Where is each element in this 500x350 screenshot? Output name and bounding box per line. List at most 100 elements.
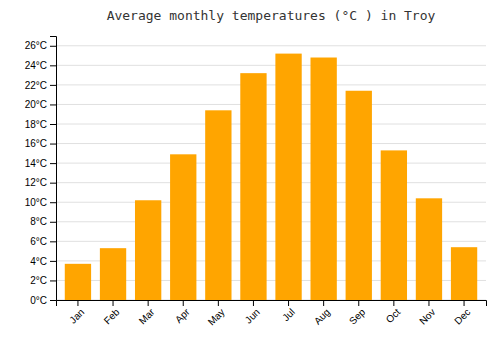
grid-line (56, 65, 486, 66)
tick-mark (113, 300, 114, 306)
y-tick: 12°C (25, 177, 56, 188)
tick-mark (50, 46, 56, 47)
grid-line (56, 104, 486, 105)
tick-mark (77, 300, 78, 306)
bar (310, 58, 336, 300)
bar (240, 73, 266, 300)
y-tick: 10°C (25, 197, 56, 208)
tick-label: Jun (243, 306, 262, 325)
bar (451, 247, 477, 300)
tick-mark (288, 300, 289, 306)
x-tick: Sep (347, 300, 368, 327)
chart-container: 0°C 2°C 4°C 6°C 8°C 10°C 12°C 14°C 16°C 18°C 20°C 2… (0, 0, 500, 350)
grid-line (56, 182, 486, 183)
tick-mark (50, 280, 56, 281)
tick-label: Oct (384, 306, 403, 325)
x-tick: Jul (280, 300, 297, 323)
tick-mark (50, 202, 56, 203)
tick-label: 2°C (30, 275, 47, 286)
bar (100, 248, 126, 300)
tick-mark (183, 300, 184, 306)
grid-line (56, 124, 486, 125)
x-tick: Aug (312, 300, 332, 327)
y-tick: 20°C (25, 99, 56, 110)
bar (135, 200, 161, 300)
tick-mark (50, 183, 56, 184)
tick-label: Jan (67, 306, 86, 325)
x-tick: Mar (137, 300, 157, 326)
tick-label: 4°C (30, 256, 47, 267)
tick-label: 24°C (25, 60, 47, 71)
tick-label: 14°C (25, 158, 47, 169)
y-tick: 18°C (25, 119, 56, 130)
bar (170, 154, 196, 300)
grid-line (56, 163, 486, 164)
tick-label: 20°C (25, 99, 47, 110)
x-axis: Jan Feb Mar Apr May Jun Jul Aug Sep Oct Nov Dec (57, 300, 487, 328)
tick-mark (50, 144, 56, 145)
tick-mark (464, 300, 465, 306)
tick-label: 16°C (25, 138, 47, 149)
tick-mark (50, 241, 56, 242)
tick-mark (148, 300, 149, 306)
y-tick: 24°C (25, 60, 56, 71)
tick-label: Feb (102, 306, 122, 326)
y-tick: 4°C (30, 256, 56, 267)
x-tick: Apr (173, 300, 192, 325)
x-tick: Jan (67, 300, 86, 326)
x-tick: Jun (243, 300, 262, 326)
tick-mark (50, 163, 56, 164)
tick-label: Jul (280, 306, 297, 323)
x-tick: Dec (452, 300, 472, 327)
bar (346, 91, 372, 300)
x-tick: Oct (384, 300, 403, 325)
tick-label: 18°C (25, 119, 47, 130)
tick-label: Sep (347, 306, 368, 327)
tick-label: 22°C (25, 80, 47, 91)
grid-line (56, 45, 486, 46)
y-tick: 14°C (25, 158, 56, 169)
tick-mark (50, 104, 56, 105)
tick-label: May (206, 306, 227, 327)
y-tick: 22°C (25, 80, 56, 91)
tick-mark (50, 261, 56, 262)
axis-line (50, 37, 57, 301)
tick-label: Nov (417, 306, 437, 326)
tick-label: Dec (452, 306, 472, 326)
tick-mark (50, 65, 56, 66)
y-tick: 26°C (25, 40, 56, 51)
y-tick: 0°C (30, 295, 56, 306)
y-tick: 16°C (25, 138, 56, 149)
tick-label: 6°C (30, 236, 47, 247)
chart: 0°C 2°C 4°C 6°C 8°C 10°C 12°C 14°C 16°C 18°C 20°C 2… (0, 0, 500, 350)
tick-label: 26°C (25, 40, 47, 51)
x-tick: May (206, 300, 227, 328)
tick-label: 12°C (25, 177, 47, 188)
plot: 0°C 2°C 4°C 6°C 8°C 10°C 12°C 14°C 16°C 18°C 20°C 2… (25, 37, 487, 328)
tick-mark (218, 300, 219, 306)
tick-label: 10°C (25, 197, 47, 208)
bar (416, 198, 442, 300)
bars (65, 54, 477, 300)
bar (275, 54, 301, 300)
bar (381, 150, 407, 300)
tick-mark (323, 300, 324, 306)
x-tick: Feb (102, 300, 122, 326)
axis-line (57, 301, 487, 307)
y-tick: 8°C (30, 216, 56, 227)
tick-mark (50, 124, 56, 125)
grid-line (56, 143, 486, 144)
tick-label: Mar (137, 306, 157, 326)
tick-label: 0°C (30, 295, 47, 306)
y-axis: 0°C 2°C 4°C 6°C 8°C 10°C 12°C 14°C 16°C 18°C 20°C 2… (25, 37, 57, 306)
tick-label: 8°C (30, 216, 47, 227)
tick-mark (393, 300, 394, 306)
bar (205, 110, 231, 300)
grid (56, 46, 486, 300)
tick-mark (428, 300, 429, 306)
x-tick: Nov (417, 300, 437, 327)
tick-mark (50, 222, 56, 223)
tick-mark (50, 85, 56, 86)
bar (65, 264, 91, 300)
tick-mark (253, 300, 254, 306)
